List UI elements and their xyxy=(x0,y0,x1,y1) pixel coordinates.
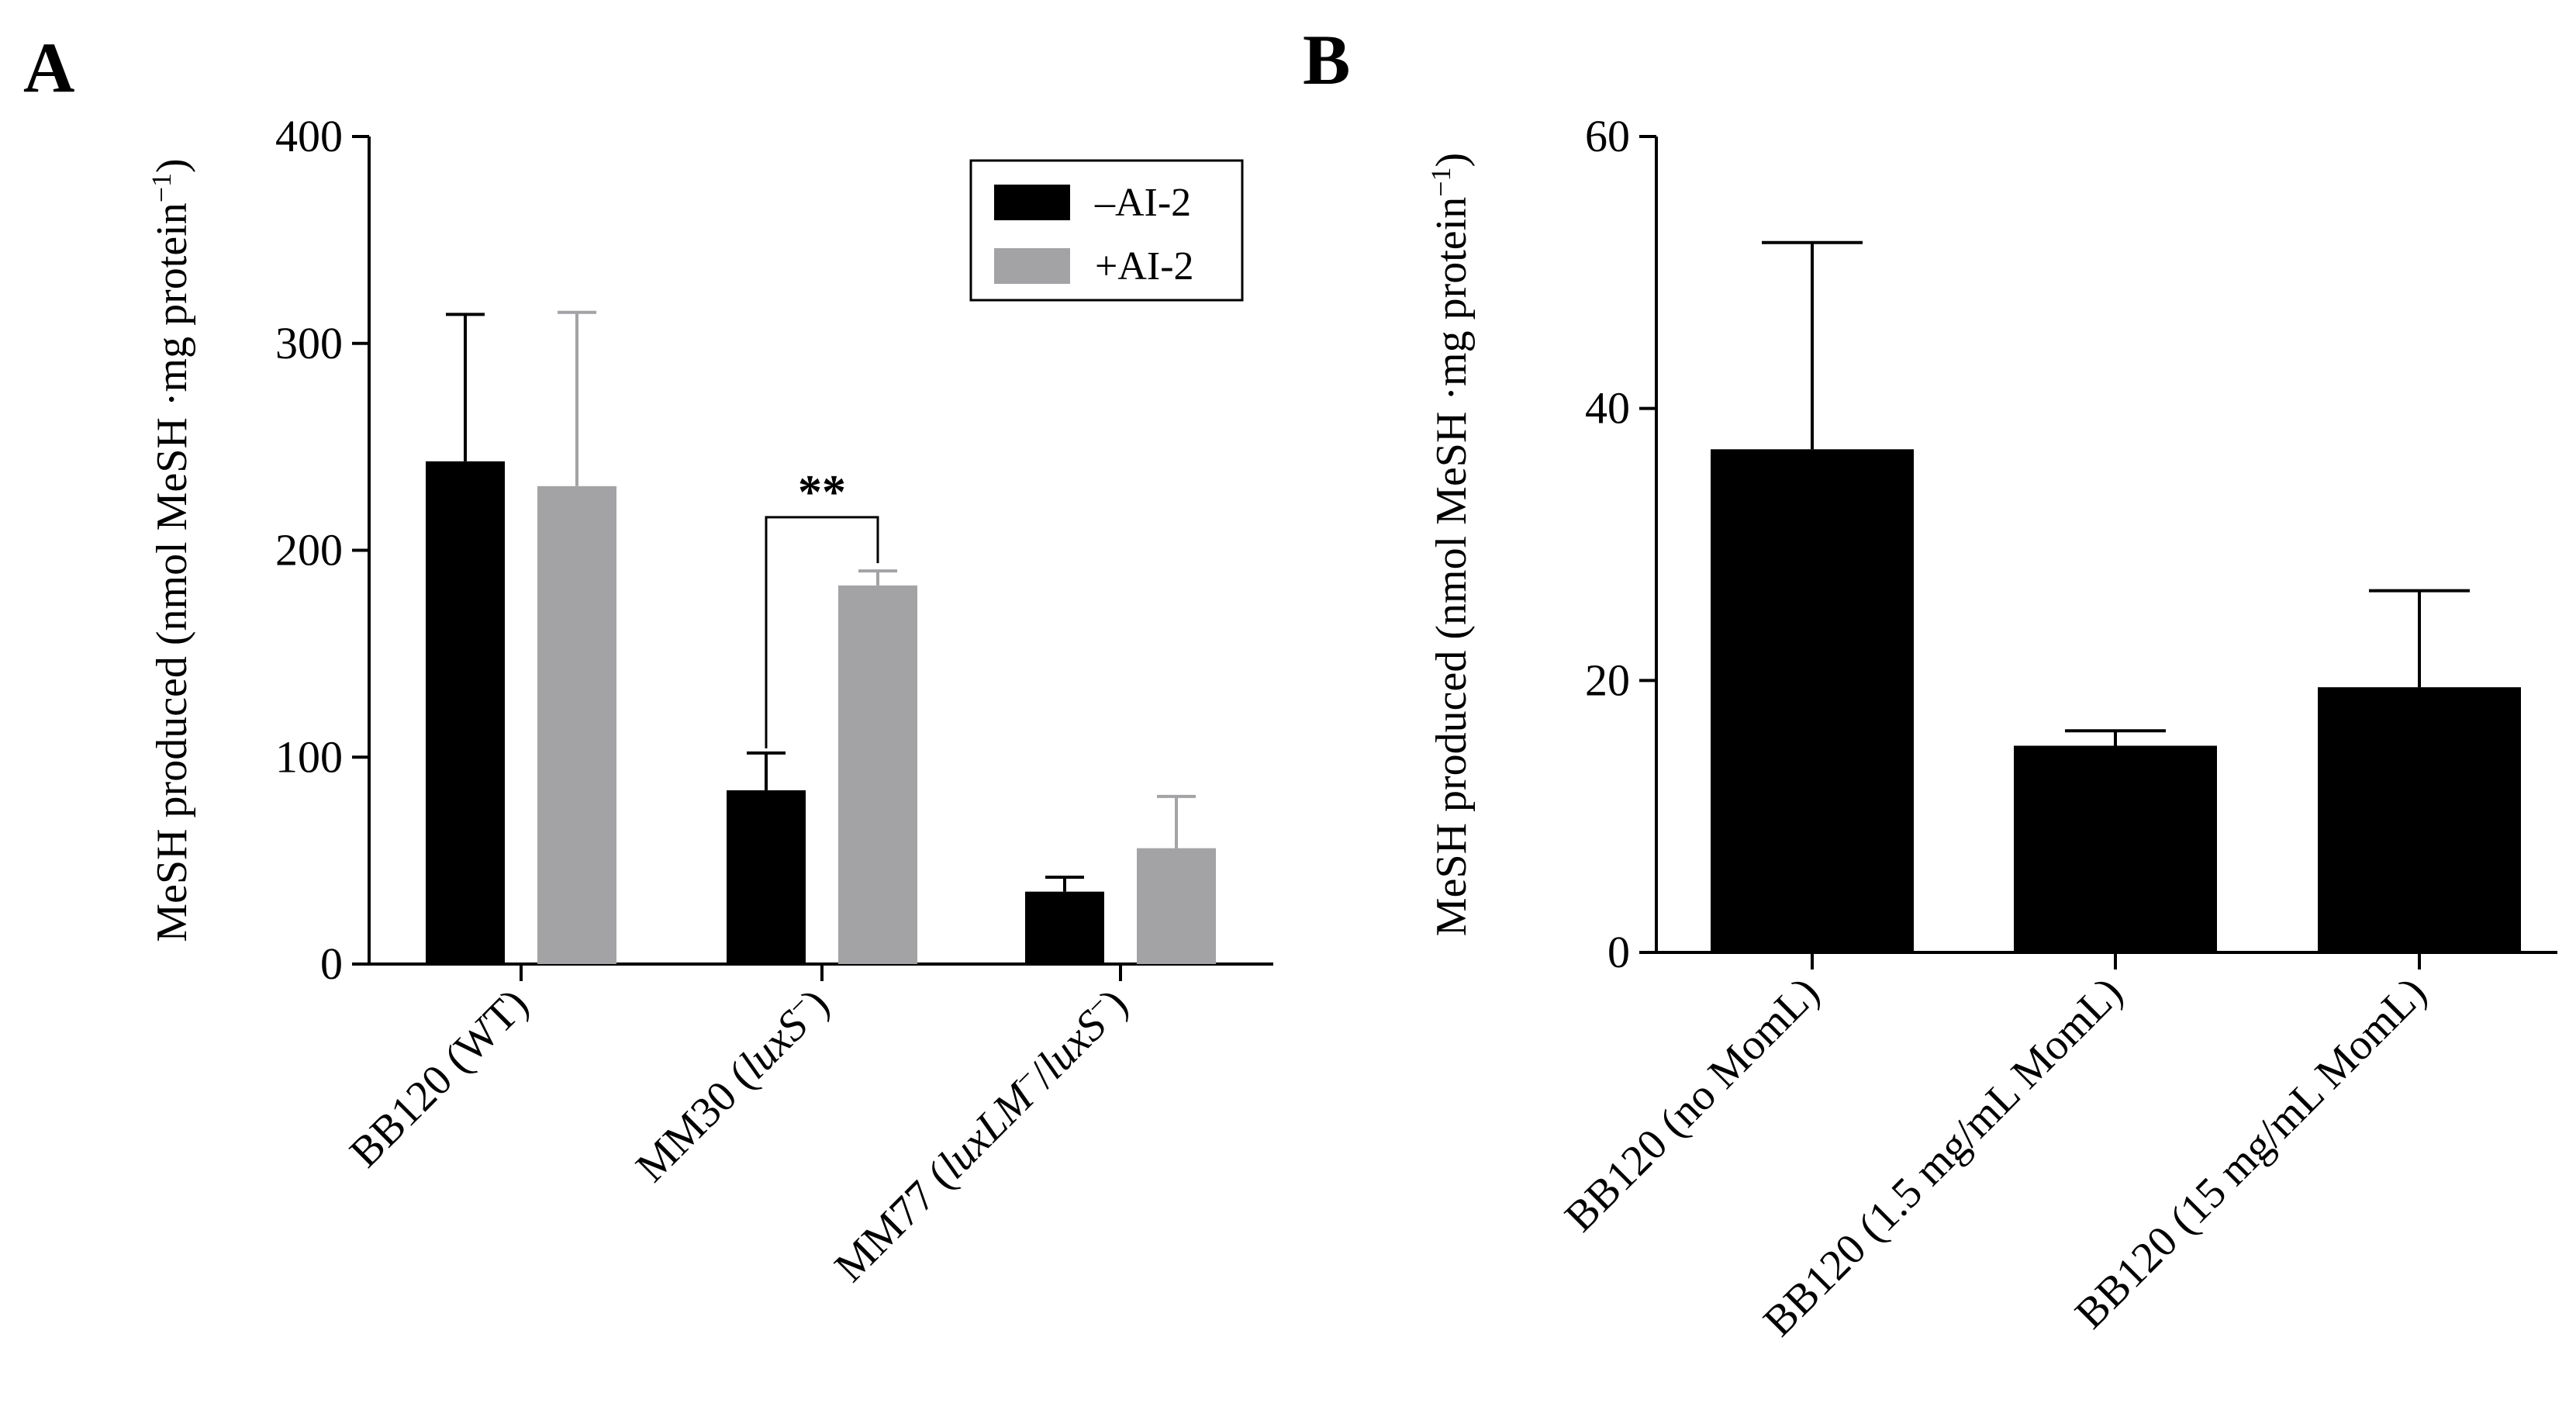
a-legend-label-0: –AI-2 xyxy=(1094,181,1191,225)
b-y-tick-label: 0 xyxy=(1607,927,1630,977)
panel-label-b: B xyxy=(1303,20,1350,99)
a-bar-0-2 xyxy=(1025,891,1104,964)
a-significance-bracket xyxy=(765,516,879,748)
b-y-tick-label: 20 xyxy=(1585,655,1630,705)
chart-panel-b: 0 20 40 60 MeSH produced (nmol MeSH ·mg prot… xyxy=(1425,111,2557,1346)
a-legend-swatch-0 xyxy=(994,185,1070,220)
a-legend: –AI-2 +AI-2 xyxy=(969,159,1244,302)
a-y-tick-label: 400 xyxy=(275,111,343,161)
b-y-tick-label: 60 xyxy=(1585,111,1630,161)
a-y-axis-title-close: ) xyxy=(148,158,196,173)
a-y-axis-title-main: MeSH produced (nmol MeSH ·mg protein xyxy=(148,202,196,942)
b-bar-0 xyxy=(1711,449,1914,952)
a-category-label-part: BB120 (WT) xyxy=(340,980,537,1177)
a-legend-swatch-1 xyxy=(994,248,1070,284)
b-category-label: BB120 (1.5 mg/mL MomL) xyxy=(1754,968,2132,1346)
a-y-tick-label: 0 xyxy=(320,938,343,989)
a-y-tick-label: 300 xyxy=(275,318,343,368)
b-category-label: BB120 (15 mg/mL MomL) xyxy=(2066,968,2436,1338)
b-y-tick-label: 40 xyxy=(1585,383,1630,434)
b-y-axis-title-sup: −1 xyxy=(1425,167,1456,196)
a-legend-label-1: +AI-2 xyxy=(1095,244,1194,289)
a-category-label-part: MM30 ( xyxy=(627,1054,765,1191)
b-category-label: BB120 (no MomL) xyxy=(1556,968,1828,1241)
a-y-tick-label: 200 xyxy=(275,525,343,575)
chart-panel-a: 0 100 200 300 400 MeSH produced (nmol MeSH ·m… xyxy=(146,111,1273,1291)
a-significance-marker: ** xyxy=(798,466,846,519)
a-category-label: MM77 (luxLM−/luxS−) xyxy=(824,978,1138,1291)
a-category-label: BB120 (WT) xyxy=(340,980,537,1177)
a-y-axis-title-sup: −1 xyxy=(146,173,177,202)
a-y-axis-title: MeSH produced (nmol MeSH ·mg protein−1) xyxy=(146,158,196,942)
b-bar-2 xyxy=(2318,687,2521,952)
a-bar-0-0 xyxy=(426,461,505,964)
a-bar-1-2 xyxy=(1137,848,1216,964)
b-y-axis-title: MeSH produced (nmol MeSH ·mg protein−1) xyxy=(1425,153,1476,936)
a-y-tick-label: 100 xyxy=(275,731,343,782)
a-bar-0-1 xyxy=(727,790,806,964)
b-y-axis-title-main: MeSH produced (nmol MeSH ·mg protein xyxy=(1428,197,1476,936)
a-category-label: MM30 (luxS−) xyxy=(625,978,838,1191)
a-bar-1-1 xyxy=(838,585,917,964)
b-y-axis-title-close: ) xyxy=(1428,153,1476,168)
panel-label-a: A xyxy=(23,28,74,107)
a-bar-1-0 xyxy=(537,486,616,964)
a-category-label-part: MM77 ( xyxy=(826,1154,963,1291)
b-bar-1 xyxy=(2014,745,2217,952)
